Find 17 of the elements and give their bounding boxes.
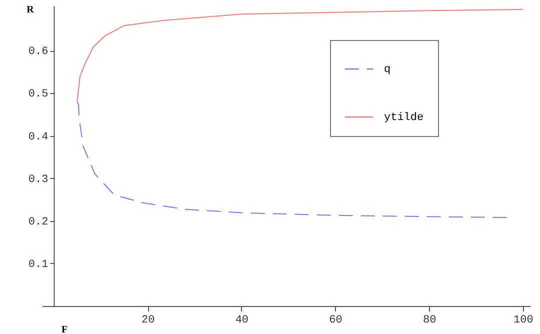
y-tick-label: 0.4	[28, 131, 49, 144]
x-tick-label: 80	[423, 314, 436, 326]
y-tick-label: 0.6	[28, 46, 48, 58]
x-axis-title: F	[62, 324, 68, 334]
x-tick-label: 40	[235, 314, 249, 326]
y-axis-title: R	[26, 4, 35, 16]
y-tick-label: 0.5	[28, 88, 48, 101]
legend-label: q	[384, 64, 391, 76]
y-tick-label: 0.2	[28, 216, 48, 228]
line-series	[76, 8, 524, 102]
x-tick-label: 100	[514, 314, 534, 326]
y-tick-label: 0.1	[28, 258, 49, 271]
y-tick-label: 0.3	[28, 174, 48, 186]
legend-label: ytilde	[384, 112, 424, 124]
line-series	[76, 101, 510, 218]
x-tick-label: 20	[141, 314, 155, 326]
x-tick-label: 60	[329, 314, 342, 326]
